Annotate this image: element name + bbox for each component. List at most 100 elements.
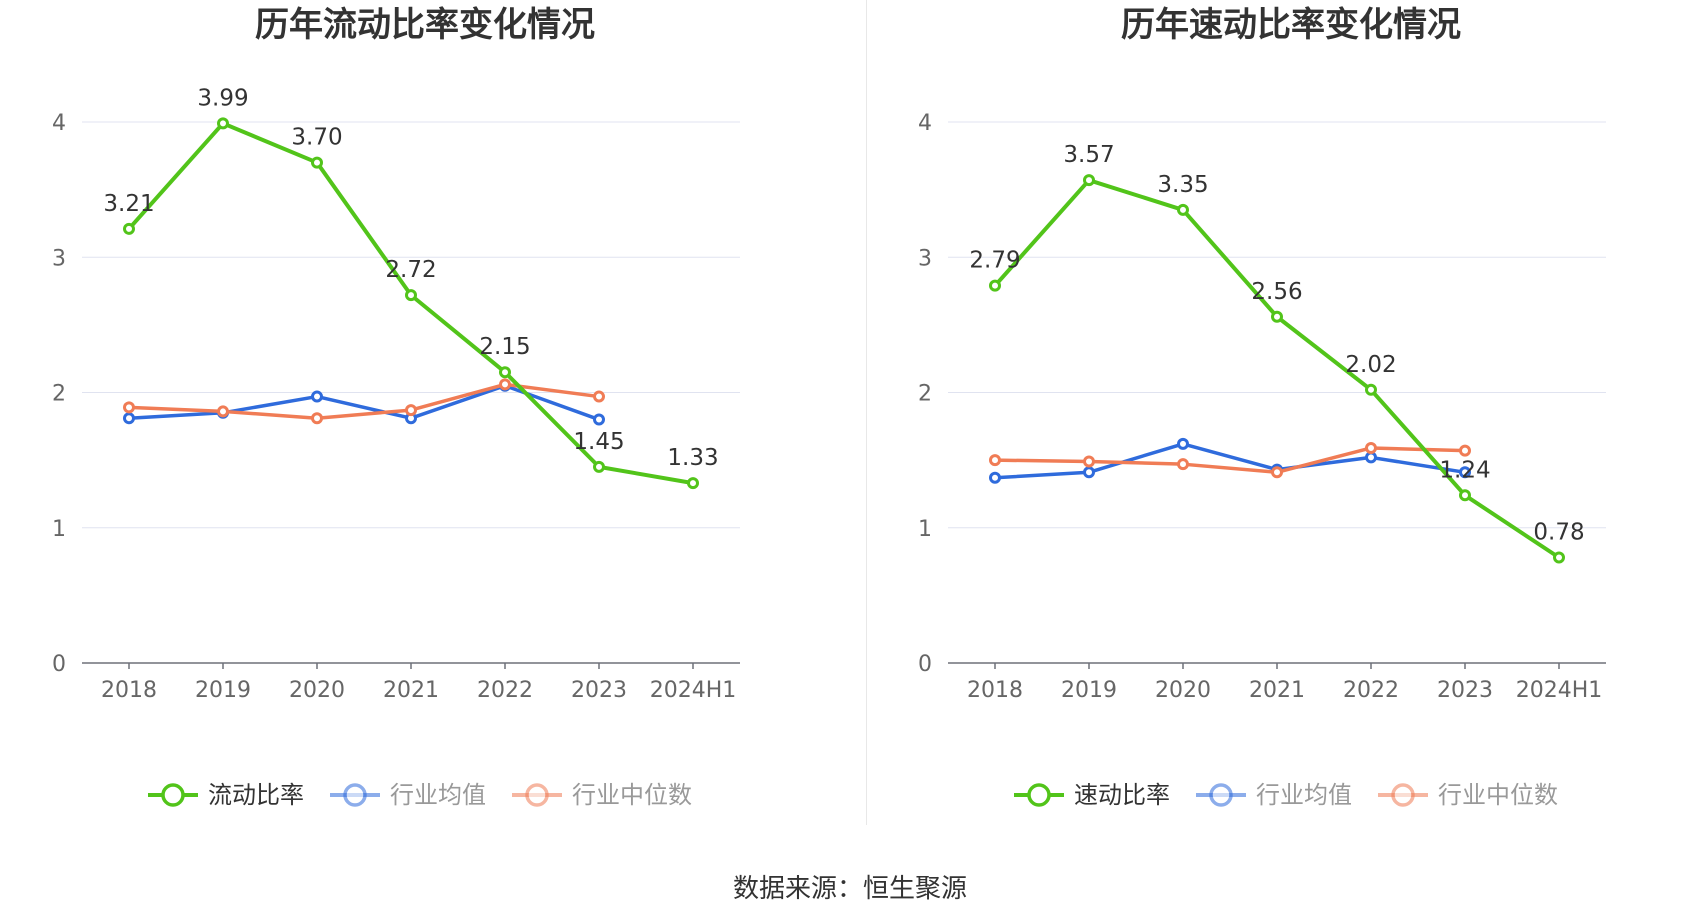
data-point <box>123 401 135 414</box>
series-line-main <box>993 178 1561 560</box>
y-tick-label: 2 <box>52 382 66 407</box>
legend-item[interactable]: 行业均值 <box>1196 781 1352 809</box>
data-point <box>405 289 417 302</box>
x-tick-label: 2020 <box>1155 678 1211 703</box>
data-label: 0.78 <box>1533 520 1584 546</box>
data-point <box>989 471 1001 484</box>
legend-marker-icon <box>1027 783 1051 807</box>
data-label: 3.57 <box>1063 142 1114 168</box>
data-point <box>217 405 229 418</box>
data-label: 1.45 <box>573 429 624 455</box>
chart-title: 历年流动比率变化情况 <box>255 5 595 45</box>
chart-title: 历年速动比率变化情况 <box>1121 5 1461 45</box>
legend-item[interactable]: 速动比率 <box>1014 781 1170 809</box>
legend-marker-icon <box>1209 783 1233 807</box>
x-tick-label: 2019 <box>195 678 251 703</box>
x-tick-label: 2024H1 <box>650 678 737 703</box>
y-tick-label: 2 <box>918 382 932 407</box>
legend: 速动比率 行业均值 行业中位数 <box>1014 781 1558 809</box>
x-tick-label: 2020 <box>289 678 345 703</box>
y-tick-label: 4 <box>918 111 932 136</box>
data-point <box>1459 489 1471 502</box>
data-point <box>311 156 323 169</box>
x-tick-label: 2022 <box>1343 678 1399 703</box>
x-tick-label: 2023 <box>571 678 627 703</box>
y-tick-label: 0 <box>918 652 932 677</box>
data-label: 2.56 <box>1251 279 1302 305</box>
series-line-industry-average <box>994 442 1466 480</box>
y-tick-label: 3 <box>52 246 66 271</box>
data-point <box>311 412 323 425</box>
data-point <box>1177 458 1189 471</box>
quick-ratio-chart: 0 1 2 3 4 2018 2019 2020 2021 2022 2023 2024H1 2.79 3… <box>918 111 1606 809</box>
legend-item[interactable]: 行业中位数 <box>1378 781 1558 809</box>
legend-label: 行业中位数 <box>1438 781 1558 809</box>
data-point <box>687 477 699 490</box>
legend-label: 流动比率 <box>208 781 304 809</box>
legend-marker-icon <box>525 783 549 807</box>
data-point <box>499 366 511 379</box>
data-point <box>593 460 605 473</box>
data-point <box>989 454 1001 467</box>
data-point <box>123 222 135 235</box>
legend-item[interactable]: 行业均值 <box>330 781 486 809</box>
data-label: 2.79 <box>969 248 1020 274</box>
x-tick-label: 2021 <box>1249 678 1305 703</box>
data-point <box>405 404 417 417</box>
data-point <box>1553 551 1565 564</box>
data-point <box>1083 174 1095 187</box>
data-label: 2.72 <box>385 257 436 283</box>
legend-label: 行业均值 <box>390 781 486 809</box>
data-point <box>1177 437 1189 450</box>
data-label: 2.02 <box>1345 352 1396 378</box>
legend-label: 行业均值 <box>1256 781 1352 809</box>
x-tick-label: 2022 <box>477 678 533 703</box>
data-point <box>1271 466 1283 479</box>
data-label: 3.21 <box>103 191 154 217</box>
legend: 流动比率 行业均值 行业中位数 <box>148 781 692 809</box>
data-point <box>1177 203 1189 216</box>
data-point <box>1459 466 1471 479</box>
current-ratio-chart: 0 1 2 3 4 2018 2019 2020 2021 2022 2023 2024H1 3.21 3… <box>52 85 740 809</box>
data-point <box>1083 455 1095 468</box>
y-tick-label: 3 <box>918 246 932 271</box>
data-point <box>499 378 511 391</box>
data-label: 1.24 <box>1439 457 1490 483</box>
legend-label: 速动比率 <box>1074 781 1170 809</box>
data-point <box>1271 310 1283 323</box>
series-line-industry-median <box>994 446 1466 475</box>
data-point <box>1459 444 1471 457</box>
data-source: 数据来源：恒生聚源 <box>732 874 967 904</box>
x-tick-label: 2018 <box>967 678 1023 703</box>
series-line-industry-average <box>128 383 600 422</box>
data-point <box>1365 383 1377 396</box>
data-point <box>217 117 229 130</box>
data-point <box>989 279 1001 292</box>
data-point <box>311 390 323 403</box>
data-point <box>123 412 135 425</box>
x-tick-label: 2019 <box>1061 678 1117 703</box>
x-tick-label: 2023 <box>1437 678 1493 703</box>
data-point <box>1365 441 1377 454</box>
legend-marker-icon <box>343 783 367 807</box>
data-point <box>1083 466 1095 479</box>
legend-item[interactable]: 流动比率 <box>148 781 304 809</box>
data-label: 1.33 <box>667 445 718 471</box>
data-label: 3.35 <box>1157 172 1208 198</box>
data-point <box>593 413 605 426</box>
data-point <box>593 390 605 403</box>
y-tick-label: 1 <box>52 517 66 542</box>
chart-panel-quick-ratio: 历年速动比率变化情况 0 1 2 3 4 2018 2019 2020 2021 2022 2023… <box>866 0 1700 830</box>
y-tick-label: 0 <box>52 652 66 677</box>
data-label: 3.99 <box>197 85 248 111</box>
legend-marker-icon <box>1391 783 1415 807</box>
legend-item[interactable]: 行业中位数 <box>512 781 692 809</box>
x-tick-label: 2018 <box>101 678 157 703</box>
x-tick-label: 2024H1 <box>1516 678 1603 703</box>
panel-divider <box>866 0 867 825</box>
x-tick-label: 2021 <box>383 678 439 703</box>
legend-marker-icon <box>161 783 185 807</box>
data-label: 3.70 <box>291 125 342 151</box>
data-label: 2.15 <box>479 334 530 360</box>
chart-panel-current-ratio: 历年流动比率变化情况 0 1 2 3 4 2018 2019 2020 2021 2022 2023… <box>0 0 850 830</box>
